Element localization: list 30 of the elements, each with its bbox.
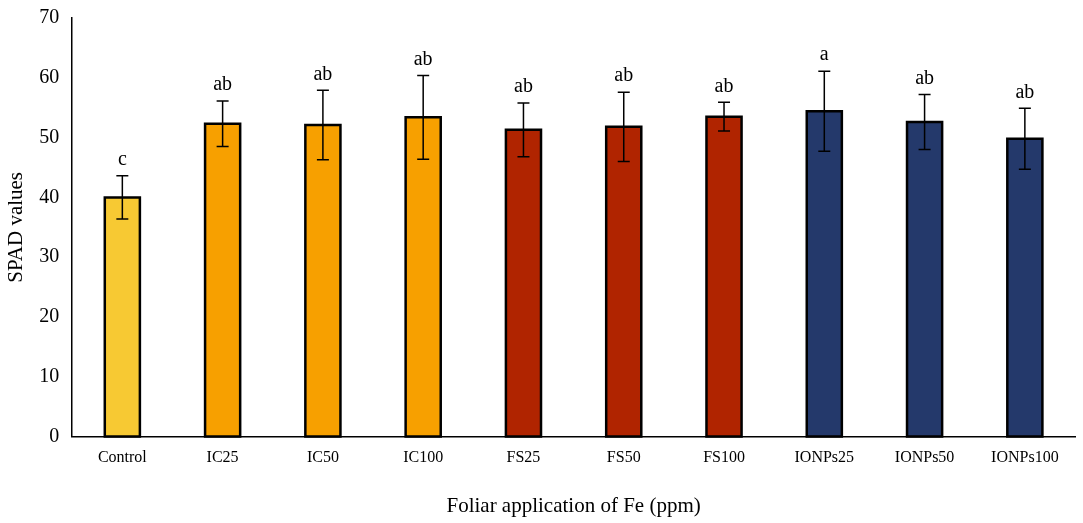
y-tick-label: 0 <box>49 423 60 446</box>
y-tick-label: 20 <box>39 304 60 327</box>
annotation: ab <box>714 73 734 96</box>
annotation: ab <box>915 65 935 88</box>
y-tick-label: 50 <box>39 124 60 147</box>
x-tick-label: FS100 <box>703 448 745 466</box>
y-tick-label: 40 <box>39 184 60 207</box>
y-axis-title: SPAD values <box>3 171 28 283</box>
x-axis-title: Foliar application of Fe (ppm) <box>446 492 701 517</box>
annotation: ab <box>213 72 233 95</box>
annotation: a <box>819 42 829 65</box>
annotation: ab <box>1015 79 1035 102</box>
annotation: ab <box>413 46 433 69</box>
x-tick-label: IC25 <box>206 448 239 466</box>
y-tick-label: 10 <box>39 364 60 387</box>
y-tick-label: 60 <box>39 65 60 88</box>
annotation: ab <box>514 74 533 97</box>
x-tick-label: IONPs100 <box>991 448 1059 466</box>
x-tick-label: IC50 <box>306 448 339 466</box>
annotation: ab <box>313 61 333 84</box>
x-tick-label: FS25 <box>506 448 541 466</box>
y-tick-label: 30 <box>39 244 60 267</box>
x-tick-label: FS50 <box>606 448 641 466</box>
annotation: c <box>117 147 127 170</box>
x-tick-label: Control <box>97 448 148 466</box>
annotation: ab <box>614 63 634 86</box>
x-tick-label: IONPs25 <box>794 448 855 466</box>
x-tick-label: IC100 <box>403 448 444 466</box>
y-tick-label: 70 <box>39 5 60 28</box>
x-tick-label: IONPs50 <box>894 448 955 466</box>
